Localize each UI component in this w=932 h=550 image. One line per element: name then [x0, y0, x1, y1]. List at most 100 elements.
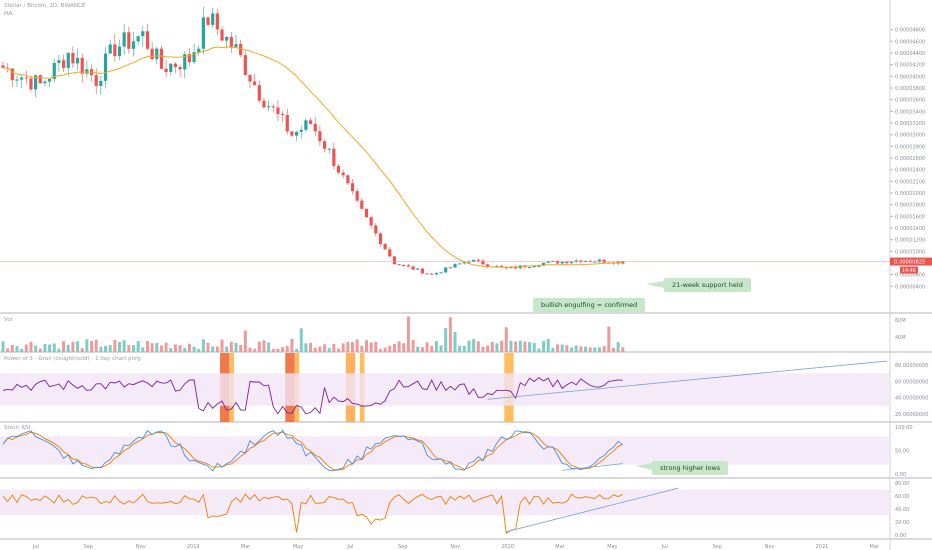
- candle-body: [48, 78, 52, 82]
- candle-body: [434, 273, 438, 275]
- volume-bar: [323, 344, 327, 352]
- candle-body: [52, 62, 56, 79]
- volume-bar: [90, 341, 94, 352]
- ma-line: [2, 46, 623, 268]
- volume-bar: [24, 344, 28, 352]
- stoch-tick-label: 0.00: [895, 472, 906, 478]
- candle-body: [215, 13, 219, 30]
- volume-bar: [481, 346, 485, 352]
- candle-body: [514, 266, 518, 269]
- candle-body: [364, 208, 369, 218]
- candle-body: [383, 244, 387, 250]
- volume-bar: [565, 345, 569, 352]
- volume-bar: [402, 343, 406, 352]
- candle-body: [439, 272, 443, 274]
- x-tick-label: Nov: [450, 544, 460, 550]
- volume-bar: [52, 343, 56, 352]
- volume-bar: [611, 347, 615, 352]
- volume-bar: [34, 345, 38, 352]
- candle-body: [20, 77, 24, 80]
- volume-bar: [262, 340, 266, 352]
- volume-bar: [136, 341, 140, 352]
- volume-bar: [6, 348, 10, 352]
- volume-bar: [178, 345, 182, 352]
- candle-body: [425, 273, 429, 275]
- volume-bar: [257, 341, 261, 352]
- volume-bar: [20, 348, 24, 352]
- candle-body: [248, 75, 252, 82]
- volume-bar: [43, 344, 47, 352]
- candle-body: [462, 262, 466, 264]
- ma-legend: MA: [4, 11, 13, 17]
- volume-bar: [99, 346, 103, 352]
- candle-body: [103, 53, 108, 81]
- price-tick-label: 0.00001800: [895, 203, 925, 209]
- candle-body: [532, 266, 536, 268]
- candle-body: [537, 265, 541, 267]
- rsi-tick-label: 0.00: [895, 533, 906, 539]
- candle-body: [141, 31, 145, 37]
- volume-bar: [369, 342, 373, 352]
- volume-bar: [76, 341, 80, 352]
- stoch-trendline: [562, 463, 623, 471]
- candle-body: [420, 268, 424, 274]
- volume-bar: [579, 346, 583, 352]
- volume-bar: [602, 346, 606, 352]
- candle-body: [392, 256, 397, 265]
- volume-bar: [15, 346, 19, 352]
- candle-body: [304, 120, 308, 130]
- candle-body: [271, 106, 275, 108]
- candle-body: [10, 68, 14, 81]
- volume-bar: [453, 331, 457, 352]
- candle-body: [565, 261, 569, 264]
- stoch-tick-label: 100.00: [895, 425, 913, 431]
- price-tick-label: 0.00004400: [895, 51, 925, 57]
- x-tick-label: Nov: [765, 544, 775, 550]
- volume-bar: [225, 346, 229, 352]
- candle-body: [57, 60, 61, 63]
- candle-body: [234, 44, 238, 48]
- x-tick-label: May: [293, 544, 303, 550]
- candle-body: [155, 48, 159, 60]
- x-tick-label: Nov: [136, 544, 146, 550]
- candle-body: [332, 148, 336, 166]
- volume-bar: [304, 343, 308, 352]
- candle-body: [267, 106, 271, 108]
- support-annotation[interactable]: 21-week support held: [664, 278, 751, 292]
- volume-bar: [528, 342, 532, 352]
- volume-bar: [420, 347, 424, 352]
- candle-body: [253, 81, 257, 86]
- candle-body: [322, 141, 327, 149]
- volume-bar: [546, 339, 550, 352]
- candle-body: [313, 123, 317, 132]
- volume-bar: [416, 346, 420, 352]
- candle-body: [336, 165, 341, 173]
- volume-bar: [229, 341, 233, 352]
- volume-bar: [281, 347, 285, 352]
- candle-body: [569, 261, 574, 264]
- candle-body: [467, 261, 471, 263]
- rsi-trendline: [506, 487, 679, 533]
- engulfing-annotation[interactable]: bullish engulfing = confirmed: [533, 298, 646, 312]
- candle-body: [472, 259, 476, 262]
- power-tick-label: 60.00000000: [895, 379, 928, 385]
- candle-body: [38, 75, 42, 84]
- candle-body: [61, 60, 66, 68]
- candle-body: [555, 260, 560, 264]
- volume-bar: [197, 348, 201, 352]
- volume-bar: [486, 345, 490, 352]
- candle-body: [285, 115, 289, 132]
- volume-bar: [616, 342, 620, 352]
- volume-bar: [425, 342, 429, 352]
- volume-bar: [458, 345, 462, 352]
- support-arrow: [646, 281, 664, 288]
- volume-bar: [141, 347, 145, 352]
- candle-body: [178, 66, 182, 70]
- volume-bar: [378, 348, 382, 352]
- stoch-pane-label: Stoch RSI: [4, 425, 31, 431]
- candle-body: [458, 263, 462, 265]
- candle-body: [416, 268, 420, 270]
- volume-bar: [597, 347, 601, 352]
- higher-lows-annotation[interactable]: strong higher lows: [652, 461, 729, 475]
